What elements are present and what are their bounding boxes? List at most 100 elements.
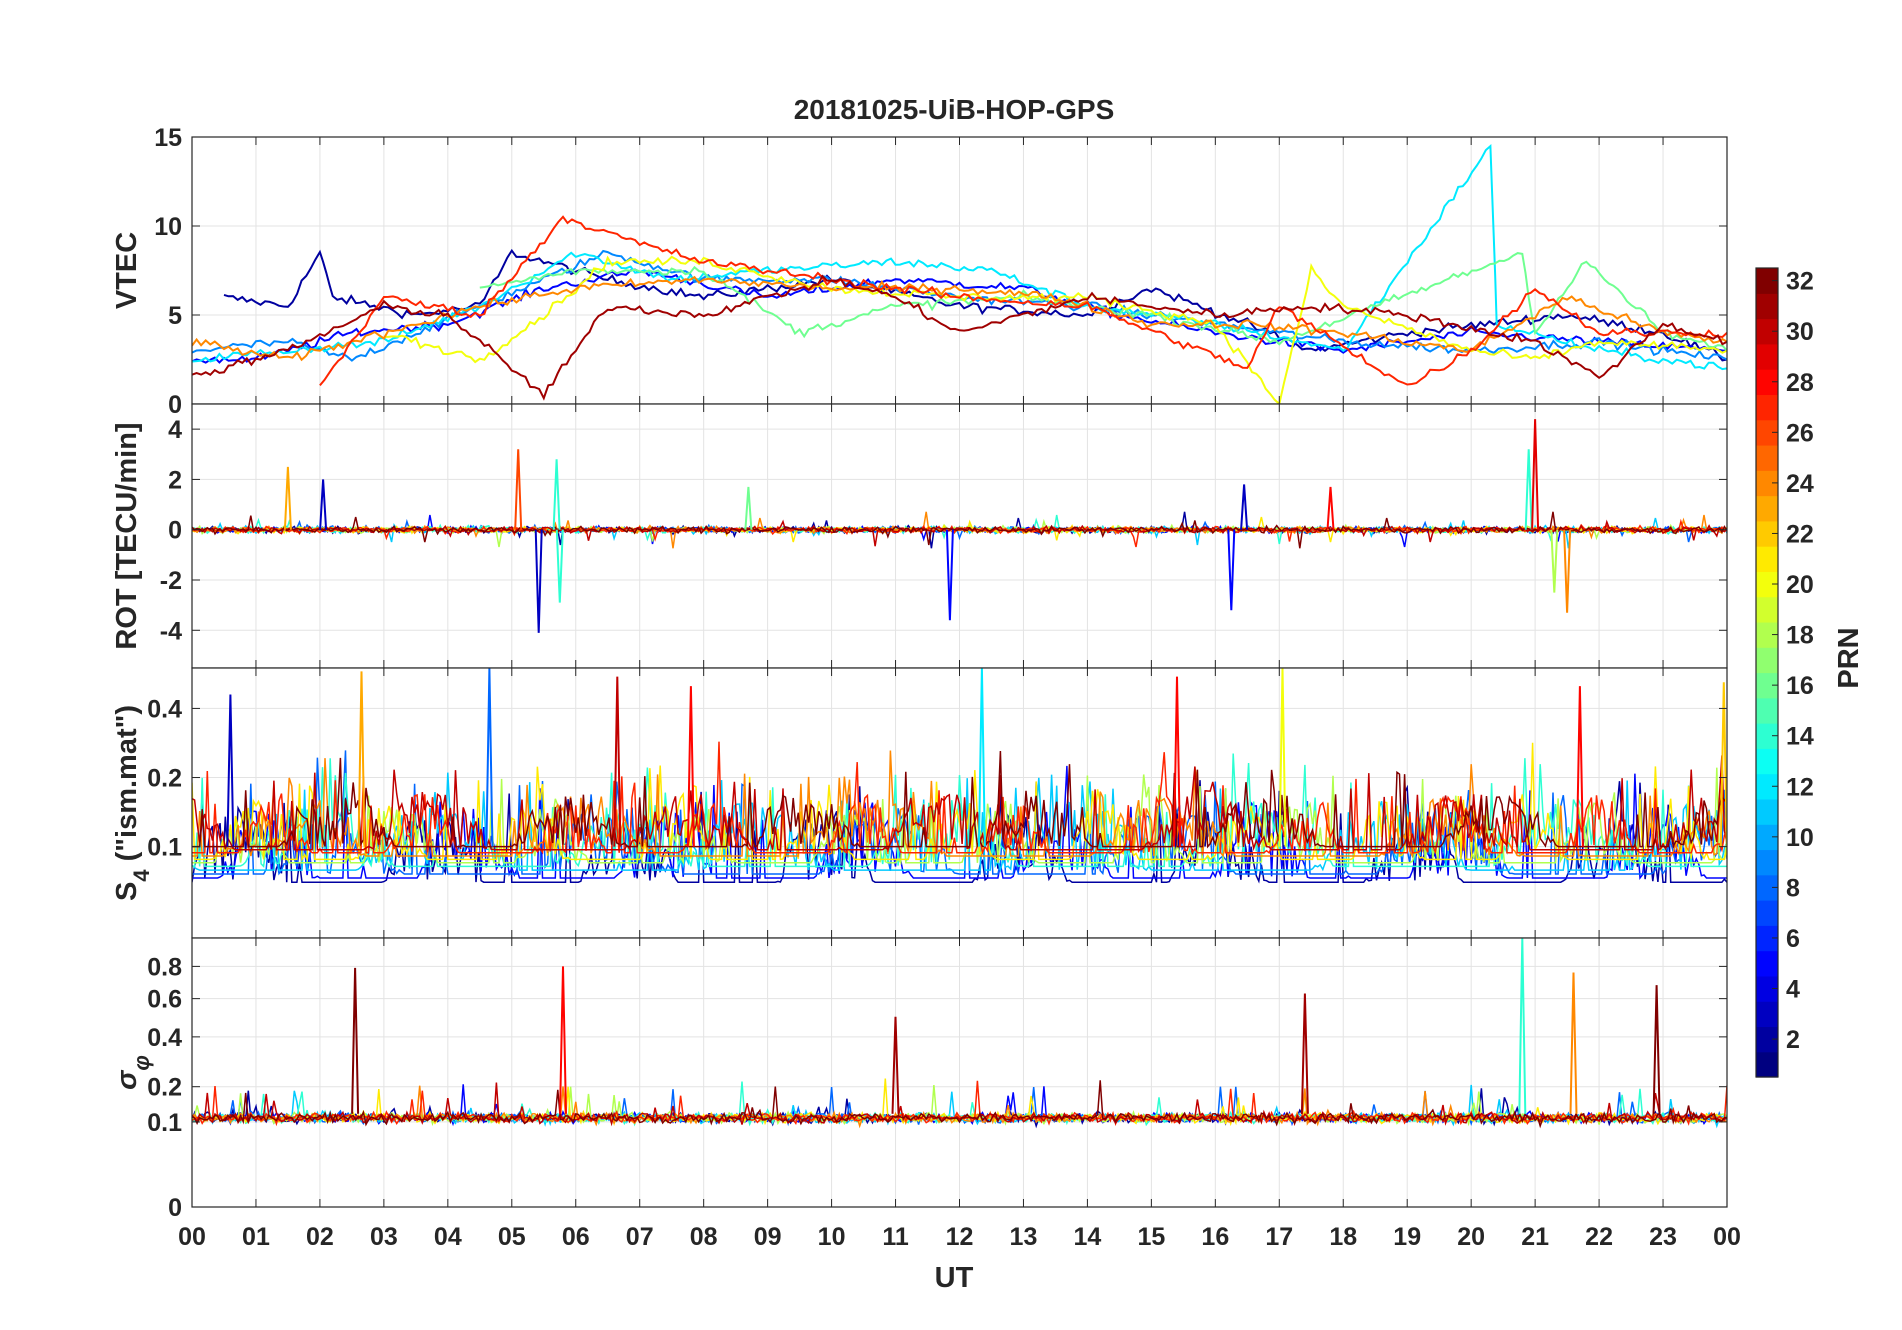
colorbar-label: PRN (1833, 627, 1865, 688)
series-group (192, 668, 1727, 884)
colorbar-swatch (1756, 1051, 1778, 1078)
chart-title: 20181025-UiB-HOP-GPS (794, 94, 1115, 125)
colorbar-swatch (1756, 1001, 1778, 1028)
spike-prn-8 (485, 668, 494, 847)
x-tick-label: 06 (562, 1223, 590, 1251)
y-tick-label: -4 (160, 617, 182, 645)
colorbar-swatch (1756, 621, 1778, 648)
colorbar-tick-label: 30 (1786, 318, 1814, 346)
colorbar-tick-label: 16 (1786, 672, 1814, 700)
spike-prn-24 (1569, 972, 1578, 1114)
spike-prn-32 (351, 967, 360, 1114)
colorbar-frame (1755, 267, 1779, 1078)
series-line-prn-32 (192, 511, 1727, 549)
y-tick-label: 0 (168, 1194, 182, 1222)
x-tick-label: 17 (1265, 1223, 1293, 1251)
colorbar-tick-label: 20 (1786, 571, 1814, 599)
panel-1: 0 5 10 15 VTEC (111, 124, 1728, 419)
colorbar-swatch (1756, 571, 1778, 598)
x-tick-label: 08 (690, 1223, 718, 1251)
series-line-prn-32 (192, 1080, 1727, 1129)
x-tick-label: 20 (1457, 1223, 1485, 1251)
spike-prn-20 (1278, 668, 1287, 847)
panel-3: 0.1 0.2 0.4S4 ("ism.mat") (111, 667, 1728, 939)
y-axis-label: ROT [TECU/min] (111, 422, 143, 649)
x-tick-label: 23 (1649, 1223, 1677, 1251)
x-tick-label: 05 (498, 1223, 526, 1251)
colorbar-tick-label: 8 (1786, 874, 1800, 902)
colorbar-swatch (1756, 394, 1778, 421)
panel-4: 00.10.20.40.60.8σφ (111, 937, 1728, 1222)
series-line-prn-24 (192, 750, 1727, 858)
y-tick-label: 0.2 (147, 1074, 182, 1102)
spike-prn-14 (1524, 449, 1533, 530)
series-group (192, 938, 1727, 1129)
y-tick-label: 2 (168, 466, 182, 494)
spike-prn-14 (1518, 938, 1527, 1114)
y-tick-label: -2 (160, 567, 182, 595)
colorbar-tick-label: 28 (1786, 369, 1814, 397)
spike-prn-14 (555, 529, 564, 603)
y-axis-label: VTEC (111, 232, 143, 309)
series-line-prn-24 (192, 275, 1727, 362)
spike-prn-12 (977, 668, 986, 847)
colorbar-tick-label: 4 (1786, 976, 1800, 1004)
colorbar-swatch (1756, 444, 1778, 471)
y-tick-label: 0.4 (147, 1024, 182, 1052)
colorbar-swatch (1756, 495, 1778, 522)
spike-prn-16 (744, 486, 753, 530)
spike-prn-3 (534, 529, 543, 633)
spike-prn-18 (1550, 529, 1559, 593)
spike-prn-5 (945, 529, 954, 621)
x-tick-label: 14 (1074, 1223, 1102, 1251)
x-tick-label: 16 (1201, 1223, 1229, 1251)
y-tick-label: 0.8 (147, 953, 182, 981)
colorbar-swatch (1756, 647, 1778, 674)
series-group (192, 419, 1727, 633)
colorbar-swatch (1756, 672, 1778, 699)
series-line-prn-21 (192, 742, 1727, 863)
series-line-prn-30 (192, 755, 1727, 852)
colorbar-swatch (1756, 874, 1778, 901)
spike-prn-3 (319, 479, 328, 530)
series-line-prn-14 (192, 753, 1727, 869)
x-tick-label: 18 (1329, 1223, 1357, 1251)
series-line-prn-12 (192, 143, 1727, 371)
colorbar-swatch (1756, 546, 1778, 572)
colorbar-swatch (1756, 697, 1778, 724)
colorbar-swatch (1756, 293, 1778, 320)
x-axis-label: UT (935, 1262, 974, 1294)
y-tick-label: 4 (168, 416, 182, 444)
series-line-prn-11 (192, 772, 1727, 874)
x-tick-label: 19 (1393, 1223, 1421, 1251)
x-tick-label: 11 (882, 1223, 909, 1251)
colorbar-tick-label: 26 (1786, 419, 1814, 447)
spike-prn-31 (891, 1016, 900, 1114)
series-line-prn-32 (192, 750, 1727, 849)
colorbar-swatch (1756, 824, 1778, 851)
colorbar-swatch (1756, 419, 1778, 446)
colorbar-swatch (1756, 950, 1778, 977)
panels: 0 5 10 15 VTEC -4 -2 0 2 4 ROT [TECU/min] 0.1 0.2 0.4… (111, 124, 1728, 1222)
x-tick-label: 07 (626, 1223, 654, 1251)
series-line-prn-27 (192, 1080, 1727, 1127)
colorbar-tick-label: 12 (1786, 773, 1814, 801)
colorbar-tick-label: 22 (1786, 520, 1814, 548)
spike-prn-26 (514, 449, 523, 530)
colorbar-tick-label: 2 (1786, 1026, 1800, 1054)
y-tick-label: 10 (154, 213, 182, 241)
colorbar-swatch (1756, 849, 1778, 876)
colorbar-swatch (1756, 900, 1778, 926)
spike-prn-23 (357, 671, 366, 847)
series-line-prn-20 (383, 255, 1727, 404)
spike-prn-32 (1652, 985, 1661, 1114)
x-tick-label: 00 (1713, 1223, 1741, 1251)
x-tick-label: 09 (754, 1223, 782, 1251)
spike-prn-31 (1300, 993, 1309, 1114)
series-line-prn-27 (192, 741, 1727, 856)
colorbar-swatch (1756, 748, 1778, 775)
y-tick-label: 0 (168, 517, 182, 545)
colorbar-swatch (1756, 470, 1778, 497)
